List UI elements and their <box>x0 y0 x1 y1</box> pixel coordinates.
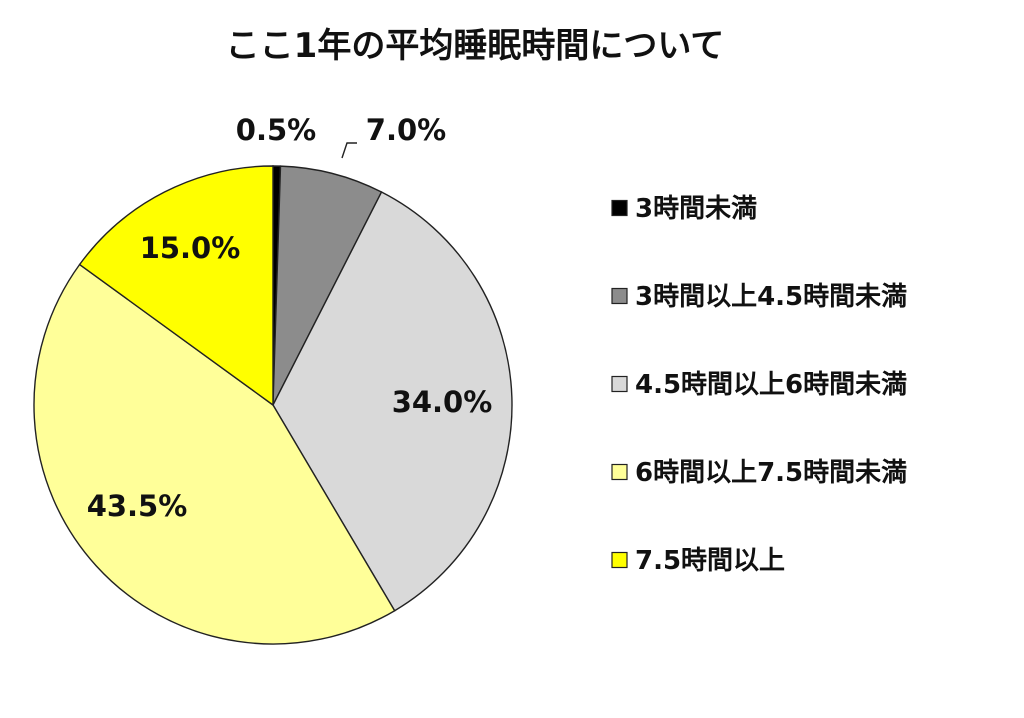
legend-swatch-4-5h-6h <box>611 375 628 393</box>
slice-labels: 0.5% 7.0% 34.0% 43.5% 15.0% <box>87 113 493 523</box>
slice-label-6h-7-5h: 43.5% <box>87 489 188 523</box>
leader-line <box>341 142 357 159</box>
legend-label-3h-4-5h: 3時間以上4.5時間未満 <box>635 282 907 312</box>
pie-slice-3h-4-5h <box>272 165 383 406</box>
slice-label-over-7-5h: 15.0% <box>140 231 241 265</box>
legend-swatch-over-7-5h <box>611 551 628 569</box>
pie-slice-4-5h-6h <box>272 191 513 612</box>
legend-swatch-under-3h <box>611 199 628 217</box>
slice-label-4-5h-6h: 34.0% <box>392 385 493 419</box>
slice-label-3h-4-5h: 7.0% <box>366 113 446 147</box>
legend-label-4-5h-6h: 4.5時間以上6時間未満 <box>635 370 907 400</box>
legend: 3時間未満 3時間以上4.5時間未満 4.5時間以上6時間未満 6時間以上7.5時間未… <box>611 194 907 576</box>
legend-label-under-3h: 3時間未満 <box>635 194 757 224</box>
legend-swatch-3h-4-5h <box>611 287 628 305</box>
legend-swatch-6h-7-5h <box>611 463 628 481</box>
pie-slice-6h-7-5h <box>33 263 396 645</box>
pie-slice-over-7-5h <box>78 165 274 407</box>
pie-slices <box>33 165 513 645</box>
slice-label-under-3h: 0.5% <box>236 113 316 147</box>
legend-label-over-7-5h: 7.5時間以上 <box>635 546 785 576</box>
chart-title: ここ1年の平均睡眠時間について <box>226 26 725 66</box>
legend-label-6h-7-5h: 6時間以上7.5時間未満 <box>635 458 907 488</box>
